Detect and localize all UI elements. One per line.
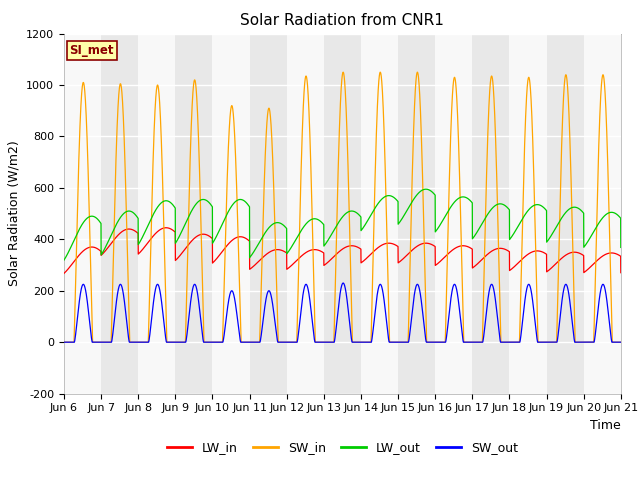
Bar (547, 34, 584, 394)
Bar (361, 34, 398, 394)
Bar (138, 34, 175, 394)
Bar (398, 34, 435, 394)
Text: SI_met: SI_met (70, 44, 114, 58)
Bar (175, 34, 212, 394)
Bar (64, 34, 101, 394)
Bar (324, 34, 361, 394)
Bar (101, 34, 138, 394)
Bar (472, 34, 509, 394)
X-axis label: Time: Time (590, 419, 621, 432)
Bar (509, 34, 547, 394)
Title: Solar Radiation from CNR1: Solar Radiation from CNR1 (241, 13, 444, 28)
Bar (435, 34, 472, 394)
Y-axis label: Solar Radiation (W/m2): Solar Radiation (W/m2) (8, 141, 20, 287)
Bar (212, 34, 250, 394)
Legend: LW_in, SW_in, LW_out, SW_out: LW_in, SW_in, LW_out, SW_out (162, 436, 523, 459)
Bar (584, 34, 621, 394)
Bar (287, 34, 324, 394)
Bar (250, 34, 287, 394)
